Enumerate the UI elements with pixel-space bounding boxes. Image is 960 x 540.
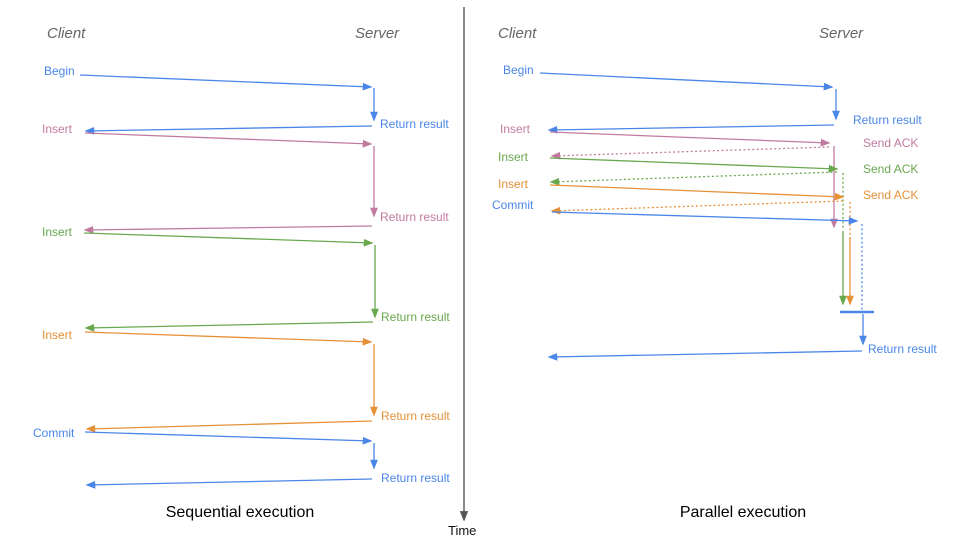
par-insert2-label: Insert	[498, 150, 529, 164]
par-insert3-label: Insert	[498, 177, 529, 191]
seq-insert3-label: Insert	[42, 328, 73, 342]
seq-insert2-arrows	[83, 232, 379, 332]
seq-insert3-response: Return result	[381, 409, 450, 423]
par-insert2-arrows	[549, 157, 847, 306]
seq-begin-arrows	[79, 74, 378, 135]
par-caption: Parallel execution	[679, 504, 807, 521]
par-client-header: Client	[498, 25, 537, 42]
par-insert1-response: Send ACK	[863, 136, 919, 150]
seq-begin-response: Return result	[380, 117, 449, 131]
seq-insert1-arrows	[83, 132, 378, 234]
par-commit-response: Return result	[868, 342, 937, 356]
seq-server-header: Server	[355, 25, 400, 42]
seq-insert3-arrows	[84, 331, 378, 433]
par-insert1-label: Insert	[500, 122, 531, 136]
par-insert3-response: Send ACK	[863, 188, 919, 202]
par-insert2-response: Send ACK	[863, 162, 919, 176]
par-server-header: Server	[819, 25, 864, 42]
seq-insert2-response: Return result	[381, 310, 450, 324]
par-begin-response: Return result	[853, 113, 922, 127]
seq-begin-label: Begin	[44, 64, 75, 78]
time-axis-label: Time	[448, 523, 477, 538]
seq-insert2-label: Insert	[42, 225, 73, 239]
seq-client-header: Client	[47, 25, 86, 42]
seq-commit-label: Commit	[33, 426, 75, 440]
par-begin-label: Begin	[503, 63, 534, 77]
par-commit-arrows	[547, 211, 874, 361]
par-insert3-arrows	[549, 184, 854, 306]
par-insert1-arrows	[549, 131, 838, 229]
par-begin-arrows	[539, 72, 840, 134]
seq-insert1-response: Return result	[380, 210, 449, 224]
seq-insert1-label: Insert	[42, 122, 73, 136]
seq-caption: Sequential execution	[165, 504, 315, 521]
seq-commit-response: Return result	[381, 471, 450, 485]
par-commit-label: Commit	[492, 198, 534, 212]
seq-commit-arrows	[84, 431, 378, 489]
